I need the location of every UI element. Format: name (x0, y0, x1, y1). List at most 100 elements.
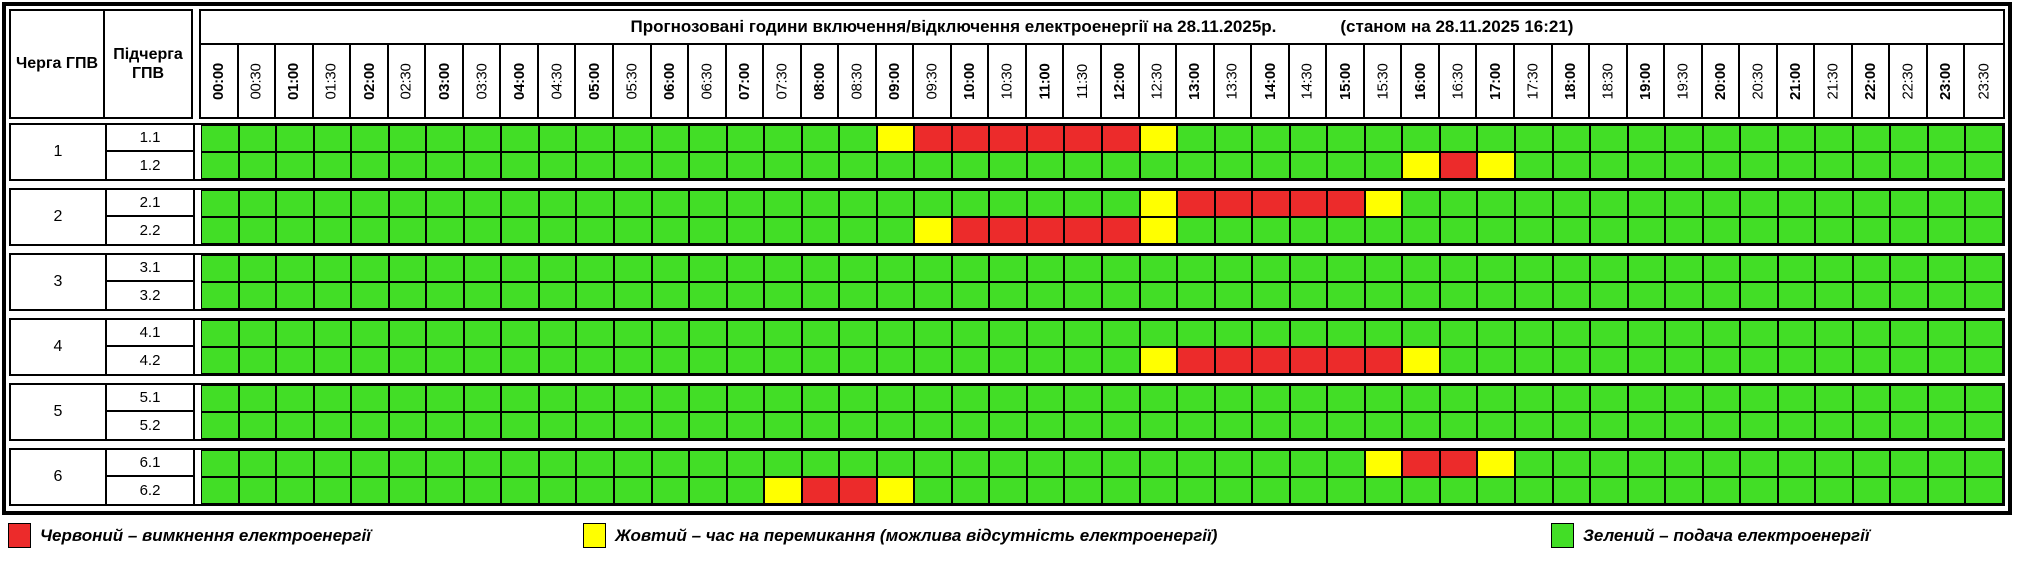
slot-4.1-11:00 (1026, 320, 1065, 347)
slot-4.1-12:00 (1102, 320, 1140, 347)
slot-3.2-18:30 (1590, 282, 1628, 309)
subqueue-label: 1.2 (107, 152, 195, 179)
time-label-02:30: 02:30 (389, 45, 427, 117)
slot-1.1-22:30 (1890, 125, 1928, 152)
slot-4.2-12:30 (1139, 347, 1178, 374)
time-label-12:00: 12:00 (1102, 45, 1140, 117)
slot-4.2-16:30 (1439, 347, 1478, 374)
slot-6.2-07:30 (764, 477, 802, 504)
slot-3.1-03:30 (463, 255, 502, 282)
slot-3.2-03:30 (463, 282, 502, 309)
yellow-swatch-icon (583, 523, 606, 548)
slot-6.1-09:30 (914, 450, 952, 477)
subqueue-label: 6.1 (107, 450, 195, 477)
slot-4.2-00:30 (238, 347, 277, 374)
slot-1.1-12:00 (1102, 125, 1140, 152)
slot-3.2-04:30 (538, 282, 577, 309)
slot-2.2-10:30 (989, 217, 1027, 244)
slot-6.1-01:30 (313, 450, 352, 477)
slot-4.1-14:30 (1289, 320, 1328, 347)
slot-4.1-08:30 (839, 320, 877, 347)
slot-1.2-00:30 (238, 152, 277, 179)
slot-1.1-11:00 (1026, 125, 1065, 152)
slot-5.1-02:00 (351, 385, 389, 412)
slot-4.2-18:00 (1552, 347, 1591, 374)
slot-6.1-20:00 (1702, 450, 1741, 477)
slot-4.1-00:30 (238, 320, 277, 347)
slot-3.1-17:00 (1477, 255, 1515, 282)
time-label-23:30: 23:30 (1975, 62, 1993, 100)
slot-4.2-06:00 (651, 347, 690, 374)
slot-4.2-21:00 (1777, 347, 1816, 374)
slot-5.1-11:30 (1064, 385, 1102, 412)
slot-3.1-06:30 (689, 255, 727, 282)
slot-2.2-22:00 (1852, 217, 1891, 244)
slot-5.1-12:00 (1102, 385, 1140, 412)
slot-2.1-22:30 (1890, 190, 1928, 217)
slot-4.1-21:00 (1777, 320, 1816, 347)
time-label-09:00: 09:00 (877, 45, 915, 117)
slot-3.2-23:00 (1927, 282, 1966, 309)
slot-3.1-15:00 (1327, 255, 1365, 282)
schedule-title: Прогнозовані години включення/відключенн… (630, 17, 1277, 36)
slot-5.1-03:00 (426, 385, 464, 412)
slot-4.2-18:30 (1590, 347, 1628, 374)
slot-2.2-18:00 (1552, 217, 1591, 244)
slot-4.1-06:30 (689, 320, 727, 347)
slot-1.2-21:00 (1777, 152, 1816, 179)
slot-5.1-19:00 (1627, 385, 1666, 412)
slot-5.1-14:00 (1252, 385, 1290, 412)
slot-4.2-11:00 (1026, 347, 1065, 374)
slot-4.1-19:00 (1627, 320, 1666, 347)
slot-4.1-16:30 (1439, 320, 1478, 347)
slot-6.1-14:30 (1289, 450, 1328, 477)
slot-2.1-22:00 (1852, 190, 1891, 217)
slot-4.2-12:00 (1102, 347, 1140, 374)
slot-3.2-05:00 (576, 282, 614, 309)
slot-3.2-11:00 (1026, 282, 1065, 309)
slot-5.2-09:00 (876, 412, 915, 439)
slot-4.1-08:00 (801, 320, 840, 347)
slot-5.2-10:30 (989, 412, 1027, 439)
time-label-05:00: 05:00 (576, 45, 614, 117)
slot-3.2-03:00 (426, 282, 464, 309)
slot-1.1-03:00 (426, 125, 464, 152)
slot-2.2-01:00 (276, 217, 314, 244)
slot-3.2-13:30 (1214, 282, 1253, 309)
slot-4.2-08:00 (801, 347, 840, 374)
slot-6.2-05:00 (576, 477, 614, 504)
slot-3.2-08:00 (801, 282, 840, 309)
slot-4.2-04:00 (501, 347, 539, 374)
time-label-08:00: 08:00 (802, 45, 840, 117)
slot-4.1-05:00 (576, 320, 614, 347)
slot-6.1-20:30 (1740, 450, 1778, 477)
slot-3.2-06:00 (651, 282, 690, 309)
green-swatch-icon (1551, 523, 1574, 548)
queue-label: 6 (11, 450, 107, 504)
slot-3.1-22:30 (1890, 255, 1928, 282)
slot-2.1-18:30 (1590, 190, 1628, 217)
legend-item-yellow: Жовтий – час на перемикання (можлива від… (583, 523, 1217, 548)
slot-5.2-17:30 (1514, 412, 1553, 439)
slot-6.2-15:00 (1327, 477, 1365, 504)
slot-6.1-18:30 (1590, 450, 1628, 477)
slot-2.1-20:30 (1740, 190, 1778, 217)
slot-1.2-21:30 (1815, 152, 1853, 179)
slot-3.2-04:00 (501, 282, 539, 309)
slot-5.2-08:00 (801, 412, 840, 439)
slot-6.1-08:30 (839, 450, 877, 477)
slot-4.2-22:00 (1852, 347, 1891, 374)
slot-2.2-04:00 (501, 217, 539, 244)
time-label-03:30: 03:30 (464, 45, 502, 117)
slot-6.1-02:30 (388, 450, 427, 477)
slot-1.1-02:00 (351, 125, 389, 152)
slot-5.1-23:30 (1965, 385, 2003, 412)
slot-6.2-01:30 (313, 477, 352, 504)
slot-6.2-13:00 (1177, 477, 1215, 504)
slot-3.2-14:00 (1252, 282, 1290, 309)
subqueue-label: 1.1 (107, 125, 195, 152)
slot-4.2-02:00 (351, 347, 389, 374)
slot-1.1-07:00 (726, 125, 765, 152)
slot-6.2-12:00 (1102, 477, 1140, 504)
slot-1.1-14:30 (1289, 125, 1328, 152)
